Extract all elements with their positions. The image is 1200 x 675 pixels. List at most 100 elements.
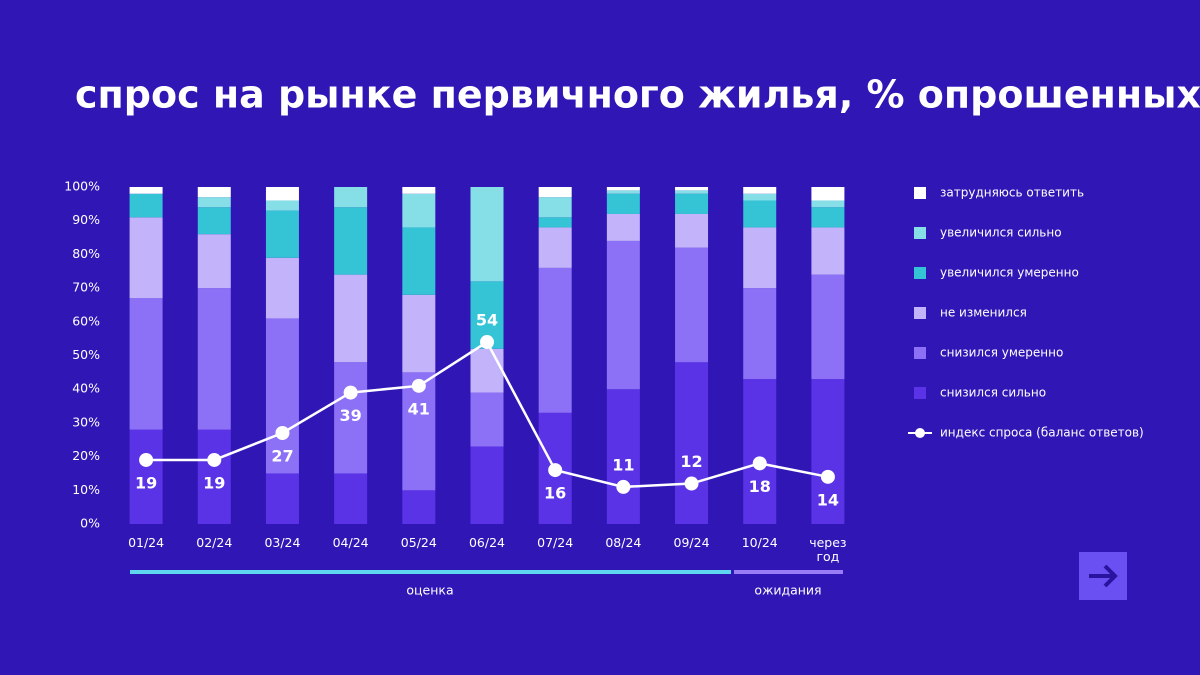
- legend-label: снизился сильно: [940, 386, 1046, 400]
- y-tick-label: 20%: [72, 448, 100, 463]
- legend-swatch: [914, 347, 926, 359]
- bar-segment: [402, 193, 436, 228]
- bar-segment: [743, 200, 777, 228]
- line-point: [752, 456, 767, 471]
- data-label: 11: [612, 455, 634, 474]
- bar-segment: [470, 348, 504, 393]
- bar-segment: [606, 193, 640, 214]
- line-point: [616, 479, 631, 494]
- x-tick-label: 02/24: [196, 535, 233, 550]
- bar-segment: [334, 187, 368, 208]
- bar-segment: [334, 473, 368, 524]
- bar-segment: [402, 187, 436, 194]
- legend-label: не изменился: [940, 306, 1027, 320]
- bar-segment: [265, 473, 299, 524]
- bar-segment: [197, 197, 231, 208]
- data-label: 54: [476, 311, 498, 330]
- bar-segment: [470, 446, 504, 524]
- bar-segment: [538, 217, 572, 228]
- bar-segment: [197, 234, 231, 289]
- legend-label: индекс спроса (баланс ответов): [940, 426, 1144, 440]
- bar-segment: [675, 247, 709, 363]
- data-label: 39: [340, 406, 362, 425]
- legend-swatch: [914, 267, 926, 279]
- bar-segment: [538, 187, 572, 198]
- x-tick-label: 03/24: [264, 535, 301, 550]
- bar-segment: [811, 227, 845, 275]
- y-tick-label: 70%: [72, 280, 100, 295]
- bar-segment: [129, 298, 163, 430]
- data-label: 18: [749, 477, 771, 496]
- bar-segment: [334, 362, 368, 474]
- bar-segment: [129, 187, 163, 194]
- line-point: [275, 426, 290, 441]
- bar-segment: [606, 213, 640, 241]
- line-point: [343, 385, 358, 400]
- y-tick-label: 40%: [72, 381, 100, 396]
- data-label: 12: [680, 452, 702, 471]
- bar-segment: [811, 200, 845, 208]
- y-tick-label: 80%: [72, 246, 100, 261]
- legend-swatch: [914, 227, 926, 239]
- bar-segment: [675, 193, 709, 214]
- legend-label: затрудняюсь ответить: [940, 186, 1084, 200]
- data-label: 16: [544, 484, 566, 503]
- bar-segment: [538, 267, 572, 413]
- bar-segment: [129, 193, 163, 218]
- x-tick-label: 08/24: [605, 535, 642, 550]
- bar-segment: [743, 379, 777, 524]
- data-label: 14: [817, 490, 839, 509]
- data-label: 41: [408, 399, 430, 418]
- bar-segment: [470, 187, 504, 282]
- bar-segment: [402, 490, 436, 524]
- bar-segment: [265, 210, 299, 258]
- bar-segment: [197, 429, 231, 524]
- legend-label: снизился умеренно: [940, 346, 1063, 360]
- bar-segment: [606, 187, 640, 191]
- line-point: [139, 452, 154, 467]
- bar-segment: [675, 190, 709, 194]
- y-tick-label: 60%: [72, 313, 100, 328]
- line-point: [480, 335, 494, 350]
- y-tick-label: 10%: [72, 482, 100, 497]
- bar-segment: [743, 288, 777, 380]
- data-label: 19: [203, 473, 225, 492]
- x-tick-label: 07/24: [537, 535, 574, 550]
- bar-segment: [538, 227, 572, 268]
- bar-segment: [197, 288, 231, 430]
- next-button[interactable]: [1079, 552, 1127, 600]
- x-tick-label: через год: [809, 535, 847, 564]
- bar-segment: [606, 240, 640, 390]
- legend-marker: [915, 428, 925, 438]
- x-tick-label: 01/24: [128, 535, 165, 550]
- legend-label: увеличился сильно: [940, 226, 1062, 240]
- x-tick-label: 05/24: [400, 535, 437, 550]
- period-label: оценка: [406, 583, 453, 598]
- legend-swatch: [914, 307, 926, 319]
- bar-segment: [811, 187, 845, 201]
- bar-segment: [675, 213, 709, 248]
- x-tick-label: 09/24: [673, 535, 710, 550]
- bar-segment: [197, 187, 231, 198]
- data-label: 27: [271, 447, 293, 466]
- x-tick-label: 06/24: [468, 535, 506, 550]
- bar-segment: [334, 207, 368, 275]
- y-tick-label: 50%: [72, 347, 100, 362]
- bar-segment: [265, 187, 299, 201]
- bar-segment: [197, 207, 231, 235]
- bar-segment: [606, 190, 640, 194]
- y-tick-label: 30%: [72, 414, 100, 429]
- bar-segment: [402, 294, 436, 373]
- bar-segment: [743, 193, 777, 201]
- line-point: [548, 463, 563, 478]
- line-point: [684, 476, 699, 491]
- y-tick-label: 0%: [80, 516, 100, 531]
- legend-swatch: [914, 387, 926, 399]
- bar-segment: [811, 274, 845, 380]
- bar-segment: [402, 227, 436, 295]
- x-tick-label: 10/24: [741, 535, 778, 550]
- line-point: [411, 378, 426, 393]
- line-point: [820, 469, 835, 484]
